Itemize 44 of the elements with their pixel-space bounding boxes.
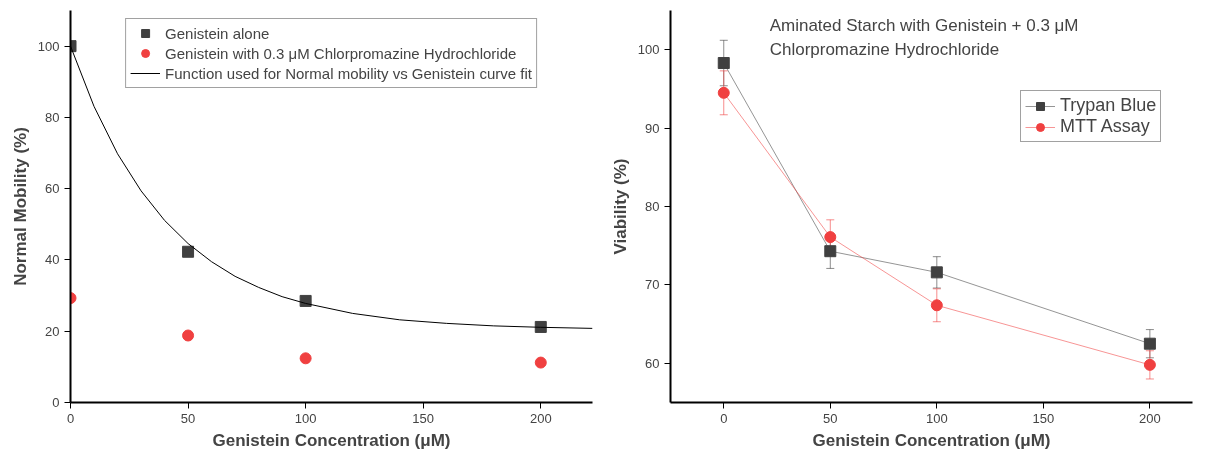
x-tick-label: 50 [823, 410, 838, 426]
x-tick-label: 150 [1032, 410, 1055, 426]
point [824, 231, 837, 244]
y-tick-label: 60 [45, 181, 60, 197]
legend-label: Genistein alone [165, 24, 270, 42]
point [534, 356, 547, 369]
y-axis-title: Viability (%) [610, 158, 630, 255]
point [717, 57, 730, 70]
y-axis-title: Normal Mobility (%) [10, 127, 30, 286]
y-tick-label: 80 [645, 199, 660, 214]
y-tick-label: 100 [37, 38, 60, 54]
legend-label: MTT Assay [1060, 116, 1150, 137]
point [1143, 337, 1156, 350]
y-tick-label: 100 [637, 42, 660, 58]
y-tick-label: 70 [645, 277, 660, 293]
y-tick-label: 0 [52, 395, 60, 410]
point [1143, 358, 1156, 371]
x-tick-label: 50 [180, 410, 196, 426]
point [930, 266, 943, 279]
x-tick-label: 200 [529, 410, 552, 426]
text: Aminated Starch with Genistein + 0.3 μM Chlorpromazine Hydrochloride [769, 15, 1079, 59]
x-tick-label: 150 [412, 410, 435, 426]
legend-label: Function used for Normal mobility vs Genistein curve fit [165, 64, 532, 82]
y-tick-label: 60 [645, 355, 660, 371]
y-tick-label: 80 [45, 109, 60, 125]
y-tick-label: 90 [645, 120, 660, 136]
x-tick-label: 100 [925, 410, 948, 426]
point [930, 299, 943, 312]
point [534, 320, 547, 333]
point [824, 245, 837, 258]
x-tick-label: 0 [720, 410, 728, 426]
y-tick-label: 40 [45, 252, 60, 268]
point [299, 352, 312, 365]
point [182, 245, 195, 258]
x-tick-label: 100 [294, 410, 317, 426]
point [717, 86, 730, 99]
x-axis-title: Genistein Concentration (μM) [812, 430, 1051, 450]
x-tick-label: 0 [66, 410, 75, 426]
legend-label: Genistein with 0.3 μM Chlorpromazine Hydrochloride [165, 44, 517, 62]
legend-label: Trypan Blue [1060, 95, 1157, 116]
point [182, 329, 195, 342]
y-tick-label: 20 [45, 323, 60, 339]
x-axis-title: Genistein Concentration (μM) [212, 430, 451, 450]
x-tick-label: 200 [1139, 410, 1161, 426]
